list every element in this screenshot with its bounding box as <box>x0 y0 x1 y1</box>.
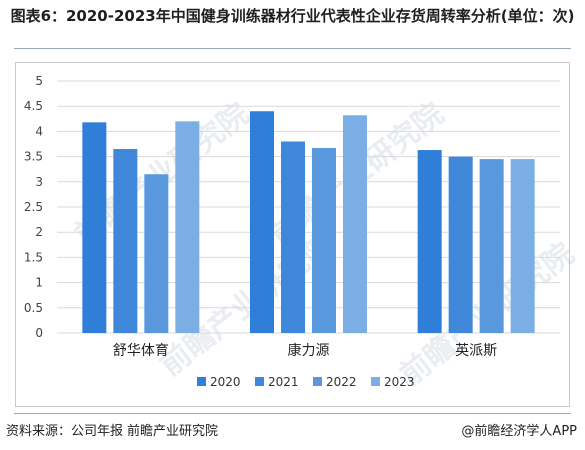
bar-2021 <box>281 141 305 333</box>
y-tick-label: 5 <box>35 74 43 88</box>
chart-title: 图表6：2020-2023年中国健身训练器材行业代表性企业存货周转率分析(单位：… <box>10 7 575 25</box>
footer-divider <box>14 413 571 414</box>
y-tick-label: 2.5 <box>24 200 43 214</box>
bar-chart: 0 0.5 1 1.5 2 2.5 3 3.5 4 4.5 5 舒华体育 康力源 英派斯 2020 2021 2… <box>24 74 560 389</box>
credit: @前瞻经济学人APP <box>461 424 577 439</box>
y-tick-label: 3 <box>35 175 43 189</box>
bar-2022 <box>312 148 336 333</box>
source-note: 资料来源：公司年报 前瞻产业研究院 <box>6 420 218 439</box>
legend-label: 2021 <box>268 375 299 389</box>
bar-2023 <box>343 115 367 333</box>
legend-swatch <box>313 377 322 386</box>
legend-label: 2020 <box>210 375 241 389</box>
legend-label: 2022 <box>326 375 357 389</box>
x-category-label: 康力源 <box>288 342 330 359</box>
bar-2020 <box>417 150 442 333</box>
y-tick-label: 1 <box>35 276 43 290</box>
y-tick-label: 2 <box>35 225 43 239</box>
y-tick-label: 1.5 <box>24 250 43 264</box>
x-category-label: 英派斯 <box>455 342 497 359</box>
legend-swatch <box>255 377 264 386</box>
y-tick-label: 4 <box>35 124 43 138</box>
bar-2021 <box>448 156 473 333</box>
bar-2020 <box>82 122 107 333</box>
bar-2023 <box>175 121 200 333</box>
x-category-label: 舒华体育 <box>113 343 169 359</box>
bar-2021 <box>113 149 138 333</box>
bar-2022 <box>144 174 169 333</box>
plot-frame <box>15 62 570 407</box>
source-label: 资料来源：公司年报 <box>6 424 124 439</box>
title-divider <box>14 48 571 49</box>
y-tick-label: 0.5 <box>24 301 43 315</box>
bar-2020 <box>250 111 274 333</box>
legend-swatch <box>371 377 380 386</box>
y-tick-label: 0 <box>35 326 43 340</box>
source-org: 前瞻产业研究院 <box>127 424 219 439</box>
bar-2022 <box>479 159 504 333</box>
legend-swatch <box>197 377 206 386</box>
legend-label: 2023 <box>384 375 415 389</box>
bar-2023 <box>510 159 535 333</box>
y-tick-label: 4.5 <box>24 99 43 113</box>
y-tick-label: 3.5 <box>24 150 43 164</box>
